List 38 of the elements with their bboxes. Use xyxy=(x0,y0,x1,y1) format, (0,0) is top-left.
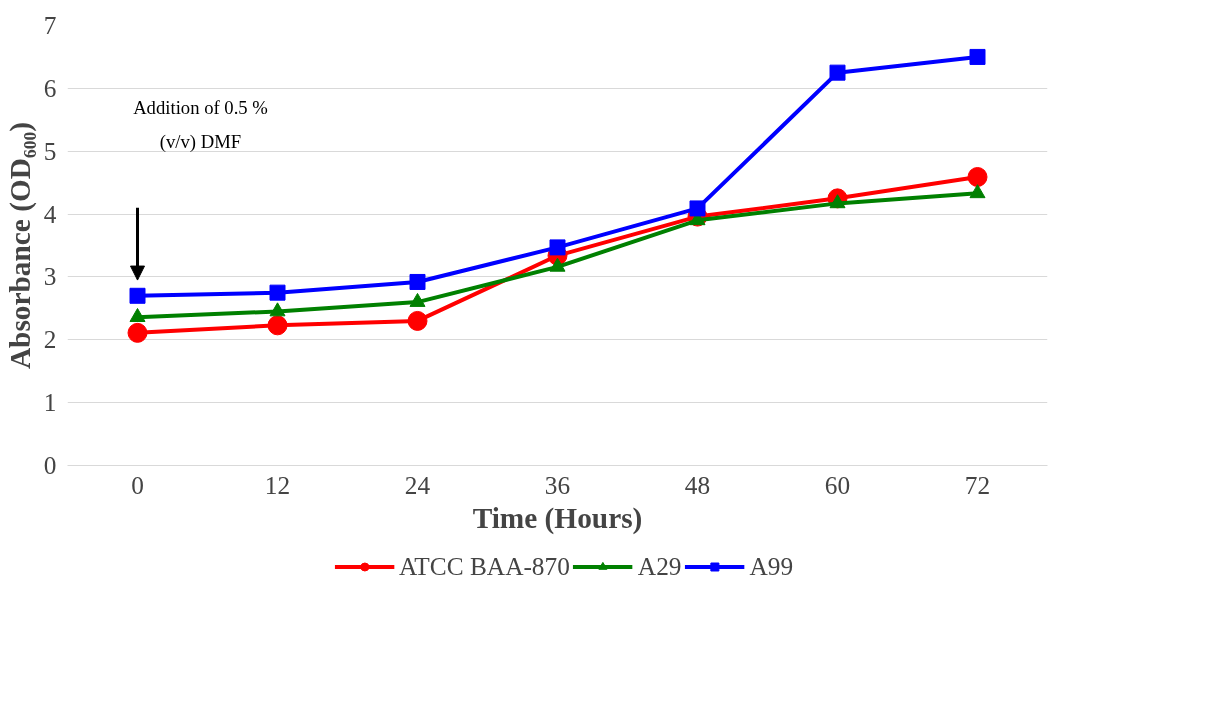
point xyxy=(129,287,146,304)
y-tick-label: 3 xyxy=(43,262,57,291)
y-tick-label: 5 xyxy=(43,136,57,165)
legend-label: A29 xyxy=(637,551,682,581)
point xyxy=(269,284,286,301)
y-axis-title: Absorbance (OD₆₀₀) xyxy=(3,121,37,370)
point xyxy=(969,184,986,199)
y-tick-label: 1 xyxy=(43,388,57,417)
point xyxy=(129,308,146,322)
point xyxy=(829,64,846,81)
x-tick-label: 48 xyxy=(684,470,711,499)
y-tick-label: 7 xyxy=(43,11,57,39)
point xyxy=(409,273,426,290)
x-axis-title: Time (Hours) xyxy=(472,501,643,535)
y-tick-label: 2 xyxy=(43,325,57,354)
x-tick-label: 12 xyxy=(264,470,291,499)
x-tick-label: 60 xyxy=(824,470,851,499)
x-tick-label: 0 xyxy=(131,470,144,499)
legend-label: ATCC BAA-870 xyxy=(398,551,570,581)
point xyxy=(407,310,428,331)
point xyxy=(127,322,148,343)
x-tick-label: 72 xyxy=(964,470,991,499)
point xyxy=(969,48,986,65)
point xyxy=(549,239,566,256)
point xyxy=(689,200,706,217)
x-tick-label: 36 xyxy=(544,470,571,499)
point xyxy=(409,292,426,307)
y-tick-label: 6 xyxy=(43,73,57,102)
x-tick-label: 24 xyxy=(404,470,431,499)
legend-label: A99 xyxy=(749,551,794,581)
y-tick-label: 0 xyxy=(43,451,57,479)
point xyxy=(269,302,286,317)
point xyxy=(829,194,846,209)
annotation: Addition of 0.5 % (v/v) DMF xyxy=(133,96,268,154)
y-tick-label: 4 xyxy=(43,199,57,228)
point xyxy=(549,257,566,272)
point xyxy=(267,315,288,336)
point xyxy=(967,167,988,187)
